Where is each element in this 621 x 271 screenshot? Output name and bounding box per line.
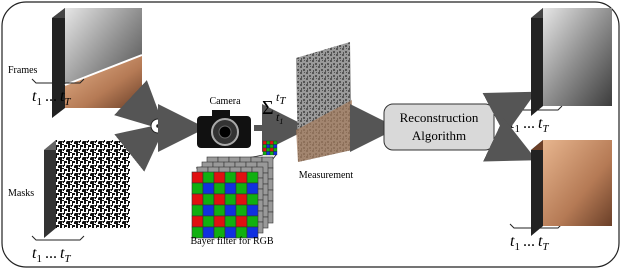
time-start-sub: 1 (514, 241, 520, 253)
hadamard-dot (156, 124, 160, 128)
time-range-label: t1...tT (510, 233, 549, 253)
time-end-sub: T (64, 253, 71, 265)
bayer-label: Bayer filter for RGB (190, 236, 273, 247)
bayer-cell (247, 205, 258, 216)
bayer-cell (267, 141, 271, 145)
algorithm-line2: Algorithm (412, 128, 466, 143)
bayer-cell (214, 194, 225, 205)
bayer-cell (274, 148, 278, 152)
time-range: t1...tT (32, 236, 84, 265)
bayer-cell (274, 145, 278, 149)
bayer-cell (225, 183, 236, 194)
bayer-cell (270, 152, 274, 156)
time-ellipsis: ... (523, 115, 535, 132)
bayer-cell (225, 194, 236, 205)
bayer-cell (236, 205, 247, 216)
bayer-cell (263, 148, 267, 152)
time-end-sub: T (542, 123, 549, 135)
bayer-cell (192, 183, 203, 194)
time-start-sub: 1 (36, 253, 42, 265)
algorithm-line1: Reconstruction (400, 110, 479, 125)
bayer-small (263, 141, 277, 155)
bayer-cell (192, 216, 203, 227)
masks-cube (44, 140, 130, 238)
bayer-cell (267, 148, 271, 152)
bayer-cell (270, 145, 274, 149)
arrow (133, 138, 148, 150)
bayer-cell (192, 172, 203, 183)
sum-lower: t1 (276, 110, 283, 126)
diagram: Frames Masks t1...tT t1...tT t1...tT t1.… (0, 0, 621, 271)
bayer-cell (214, 205, 225, 216)
arrow (498, 142, 515, 150)
bayer-cell (192, 194, 203, 205)
bayer-cell (225, 216, 236, 227)
bayer-cell (270, 141, 274, 145)
bayer-cell (203, 205, 214, 216)
camera-icon (197, 110, 251, 148)
bayer-cell (247, 172, 258, 183)
bayer-cell (236, 216, 247, 227)
bayer-cell (214, 216, 225, 227)
output-color-cube (531, 140, 612, 236)
sum: Σ (262, 97, 274, 119)
sum-upper: tT (276, 90, 286, 107)
time-bracket (32, 236, 84, 240)
bayer-cell (203, 216, 214, 227)
bayer-cell (203, 172, 214, 183)
bayer-cell (225, 205, 236, 216)
bayer-cell (236, 194, 247, 205)
time-range-label: t1...tT (32, 245, 71, 265)
time-start-sub: 1 (514, 123, 520, 135)
time-start-sub: 1 (36, 96, 42, 108)
time-ellipsis: ... (45, 88, 57, 105)
bayer-cell (247, 194, 258, 205)
time-ellipsis: ... (523, 233, 535, 250)
measurement-label: Measurement (299, 170, 354, 181)
bayer-cell (203, 183, 214, 194)
bayer-cell (203, 194, 214, 205)
bayer-cell (247, 216, 258, 227)
bayer-cell (236, 172, 247, 183)
bayer-filter (192, 157, 273, 238)
bayer-cell (192, 205, 203, 216)
masks-label: Masks (8, 188, 34, 199)
bayer-cell (267, 145, 271, 149)
bayer-cell (214, 172, 225, 183)
bayer-cell (267, 152, 271, 156)
bayer-cell (274, 141, 278, 145)
bayer-cell (236, 183, 247, 194)
bayer-cell (263, 145, 267, 149)
output-gray-cube (531, 8, 612, 116)
bayer-cell (274, 152, 278, 156)
bayer-cell (270, 148, 274, 152)
bayer-cell (263, 152, 267, 156)
time-range-label: t1...tT (510, 115, 549, 135)
time-end-sub: T (542, 241, 549, 253)
bayer-cell (263, 141, 267, 145)
frames-label: Frames (8, 65, 38, 76)
bayer-cell (225, 172, 236, 183)
time-ellipsis: ... (45, 245, 57, 262)
bayer-cell (247, 183, 258, 194)
arrow (498, 103, 515, 112)
bayer-cell (214, 183, 225, 194)
measurement-image (296, 42, 352, 162)
time-end-sub: T (64, 96, 71, 108)
camera-label: Camera (209, 96, 241, 107)
